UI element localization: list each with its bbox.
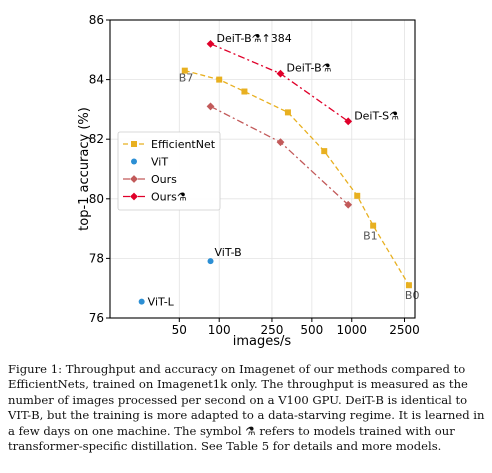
point-label: DeiT-S⚗	[354, 109, 399, 122]
series-line	[184, 70, 410, 286]
legend-item: Ours⚗	[123, 191, 187, 204]
legend-item: ViT	[131, 156, 168, 169]
legend-item: EfficientNet	[123, 138, 216, 151]
x-tick-label: 2500	[389, 323, 420, 337]
accuracy-throughput-chart: B7 B1 B0 ViT-L ViT-B DeiT-B⚗↑384 DeiT-B⚗ DeiT-S…	[77, 13, 420, 349]
x-tick-label: 100	[208, 323, 231, 337]
point-label: B1	[363, 230, 378, 243]
data-point	[216, 76, 223, 83]
x-axis-title: images/s	[233, 334, 292, 349]
point-label: DeiT-B⚗↑384	[217, 32, 292, 45]
data-point	[207, 258, 214, 265]
y-tick-label: 82	[89, 132, 104, 146]
x-tick-label: 50	[172, 323, 187, 337]
y-tick-label: 78	[89, 251, 104, 265]
series-ours	[206, 102, 353, 209]
series-efficientnet	[181, 67, 412, 289]
data-point	[206, 102, 215, 111]
point-label: DeiT-B⚗	[286, 62, 331, 75]
series-line	[210, 43, 349, 122]
y-tick-label: 84	[89, 73, 104, 87]
x-tick-label: 1000	[336, 323, 367, 337]
legend-swatch-marker	[130, 175, 138, 183]
y-tick-label: 80	[89, 192, 104, 206]
y-tick-label: 86	[89, 13, 104, 27]
x-tick-label: 250	[261, 323, 284, 337]
data-point	[344, 117, 353, 126]
x-tick-label: 500	[300, 323, 323, 337]
data-point	[405, 282, 412, 289]
legend: EfficientNet ViT Ours Ours⚗	[117, 131, 221, 211]
legend-swatch-marker	[130, 192, 138, 201]
legend-item: Ours	[123, 173, 177, 186]
point-label: B0	[405, 289, 420, 302]
y-axis-title: top-1 accuracy (%)	[77, 107, 92, 231]
point-label: ViT-B	[215, 246, 242, 259]
series-ours-	[206, 39, 353, 126]
data-point	[206, 39, 215, 48]
series-layer	[138, 39, 412, 305]
legend-label: EfficientNet	[151, 138, 216, 151]
data-point	[276, 69, 285, 78]
legend-box	[117, 131, 221, 211]
legend-label: Ours⚗	[151, 191, 187, 204]
data-point	[181, 67, 188, 74]
legend-label: ViT	[151, 156, 168, 169]
data-point	[370, 222, 377, 229]
data-point	[344, 200, 353, 209]
data-point	[276, 138, 285, 147]
legend-swatch-marker	[131, 158, 137, 165]
plot-frame	[109, 19, 416, 319]
data-point	[241, 88, 248, 95]
series-vit	[138, 258, 214, 305]
figure-caption: Figure 1: Throughput and accuracy on Ima…	[8, 362, 485, 454]
axis-ticks: 50 100 250 500 1000 2500 76 78 80 82 84 86	[89, 13, 420, 337]
y-tick-label: 76	[89, 311, 104, 325]
data-point	[284, 109, 291, 116]
point-labels: B7 B1 B0 ViT-L ViT-B DeiT-B⚗↑384 DeiT-B⚗ DeiT-S…	[148, 32, 420, 309]
data-point	[354, 192, 361, 199]
legend-swatch-marker	[131, 141, 137, 147]
point-label: B7	[179, 72, 194, 85]
point-label: ViT-L	[148, 296, 175, 309]
legend-label: Ours	[151, 173, 177, 186]
data-point	[138, 298, 145, 305]
data-point	[321, 148, 328, 155]
